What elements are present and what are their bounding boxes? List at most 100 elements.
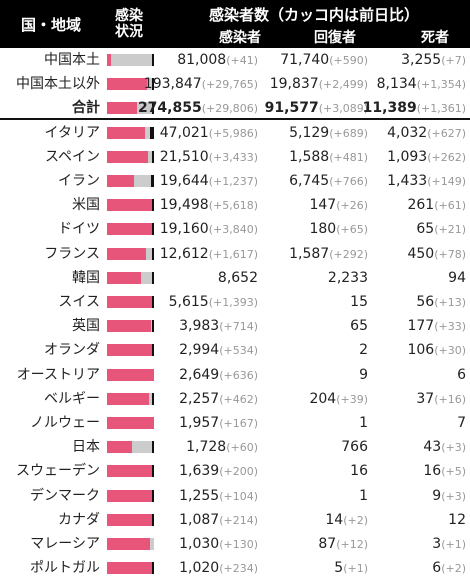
active-fill xyxy=(107,441,132,454)
infected-value-change: (+104) xyxy=(219,489,258,503)
deaths-value-change: (+149) xyxy=(427,175,466,188)
region-name: スウェーデン xyxy=(16,463,100,480)
recovered-value-number: 1 xyxy=(359,487,368,504)
deaths-value-number: 8,134 xyxy=(376,76,417,93)
death-fill xyxy=(152,271,154,284)
active-fill xyxy=(107,562,154,575)
status-bar xyxy=(107,296,154,308)
infected-value-number: 1,030 xyxy=(179,536,220,552)
death-fill xyxy=(151,175,154,187)
active-fill xyxy=(107,320,151,333)
recovered-value-number: 91,577 xyxy=(264,100,319,117)
deaths-value: 9(+3) xyxy=(432,484,466,509)
deaths-value-change: (+78) xyxy=(434,247,466,261)
infected-value: 2,649(+636) xyxy=(179,363,258,388)
table-row: マレーシア 1,030(+130) 87(+12) 3(+1) xyxy=(0,532,470,556)
deaths-value-change: (+7) xyxy=(441,54,466,67)
deaths-value-number: 65 xyxy=(416,221,435,238)
counts-header: 感染者数（カッコ内は前日比） xyxy=(208,6,419,24)
region-name: イタリア xyxy=(44,124,100,141)
death-fill xyxy=(152,223,154,236)
infected-value: 8,652 xyxy=(218,266,258,290)
infected-value-number: 3,983 xyxy=(179,318,220,335)
active-fill xyxy=(107,513,153,526)
infected-value-change: (+200) xyxy=(219,465,258,479)
deaths-value-change: (+627) xyxy=(427,126,466,140)
deaths-value: 6(+2) xyxy=(432,556,466,581)
infected-value-number: 5,615 xyxy=(168,294,209,310)
status-bar xyxy=(107,223,154,236)
deaths-value-change: (+1,361) xyxy=(416,102,466,116)
death-fill xyxy=(150,126,154,139)
infected-value-number: 19,644 xyxy=(159,173,209,189)
recovered-value-number: 2,233 xyxy=(327,269,368,286)
recovered-value: 16 xyxy=(350,459,368,483)
recovered-value: 91,577(+3,089) xyxy=(265,96,368,121)
recovered-value-change: (+2) xyxy=(343,513,368,527)
death-fill xyxy=(152,392,154,405)
region-name: 日本 xyxy=(72,439,100,456)
death-fill xyxy=(152,344,154,357)
infected-value: 19,160(+3,840) xyxy=(160,217,258,242)
deaths-value-number: 37 xyxy=(416,390,435,407)
infected-value-number: 19,160 xyxy=(159,221,209,238)
deaths-value: 7 xyxy=(457,411,466,435)
deaths-column-header: 死者 xyxy=(421,30,449,46)
table-row: デンマーク 1,255(+104) 1 9(+3) xyxy=(0,484,470,508)
recovered-value-change: (+766) xyxy=(329,175,368,188)
infected-value-change: (+29,765) xyxy=(201,78,258,92)
infected-value: 1,030(+130) xyxy=(179,532,258,557)
recovered-value: 2 xyxy=(359,338,368,362)
recovered-value-change: (+39) xyxy=(336,392,368,406)
active-fill xyxy=(107,199,153,212)
active-fill xyxy=(107,368,154,381)
recovered-value-number: 14 xyxy=(325,511,344,528)
status-bar xyxy=(107,126,154,139)
recovered-value-number: 5 xyxy=(334,560,344,577)
status-bar xyxy=(107,54,154,66)
region-name: スペイン xyxy=(44,148,100,165)
status-header-line2: 状況 xyxy=(115,24,143,40)
recovered-value-change: (+65) xyxy=(336,223,368,237)
infected-value-number: 2,994 xyxy=(179,342,220,359)
infected-value: 2,994(+534) xyxy=(179,338,258,363)
table-row: 韓国 8,652 2,233 94 xyxy=(0,266,470,290)
infected-value-change: (+3,840) xyxy=(208,223,258,237)
deaths-value: 16(+5) xyxy=(423,459,466,484)
table-row: ドイツ 19,160(+3,840) 180(+65) 65(+21) xyxy=(0,217,470,241)
infected-value: 81,008(+41) xyxy=(177,48,258,73)
death-fill xyxy=(152,320,154,333)
active-fill xyxy=(107,78,147,91)
infected-value-change: (+714) xyxy=(219,320,258,334)
deaths-value: 43(+3) xyxy=(423,435,466,460)
active-fill xyxy=(107,150,148,163)
deaths-value-change: (+5) xyxy=(441,465,466,479)
region-name: オランダ xyxy=(44,342,100,359)
status-bar xyxy=(107,465,154,478)
table-row: スイス 5,615(+1,393) 15 56(+13) xyxy=(0,290,470,314)
deaths-value-number: 1,433 xyxy=(387,173,428,189)
recovered-value: 9 xyxy=(359,363,368,387)
recovered-value: 204(+39) xyxy=(309,387,368,412)
status-bar xyxy=(107,320,154,333)
active-fill xyxy=(107,126,145,139)
status-bar xyxy=(107,102,154,115)
recovered-column-header: 回復者 xyxy=(314,30,356,46)
recovered-value-number: 1,587 xyxy=(289,245,330,262)
deaths-value-change: (+16) xyxy=(434,392,466,406)
death-fill xyxy=(152,489,154,502)
table-row: イラン 19,644(+1,237) 6,745(+766) 1,433(+149) xyxy=(0,169,470,193)
deaths-value-number: 11,389 xyxy=(362,100,417,117)
deaths-value: 65(+21) xyxy=(416,217,466,242)
infected-value: 12,612(+1,617) xyxy=(160,242,258,267)
region-name: 中国本土 xyxy=(44,52,100,68)
status-bar xyxy=(107,271,154,284)
deaths-value-change: (+30) xyxy=(434,344,466,358)
region-name: 英国 xyxy=(72,318,100,335)
infected-value: 274,855(+29,806) xyxy=(138,96,258,121)
recovered-value-number: 16 xyxy=(350,463,368,480)
table-row: ポルトガル 1,020(+234) 5(+1) 6(+2) xyxy=(0,556,470,580)
active-fill xyxy=(107,465,153,478)
deaths-value-number: 43 xyxy=(423,439,442,456)
active-fill xyxy=(107,538,150,550)
